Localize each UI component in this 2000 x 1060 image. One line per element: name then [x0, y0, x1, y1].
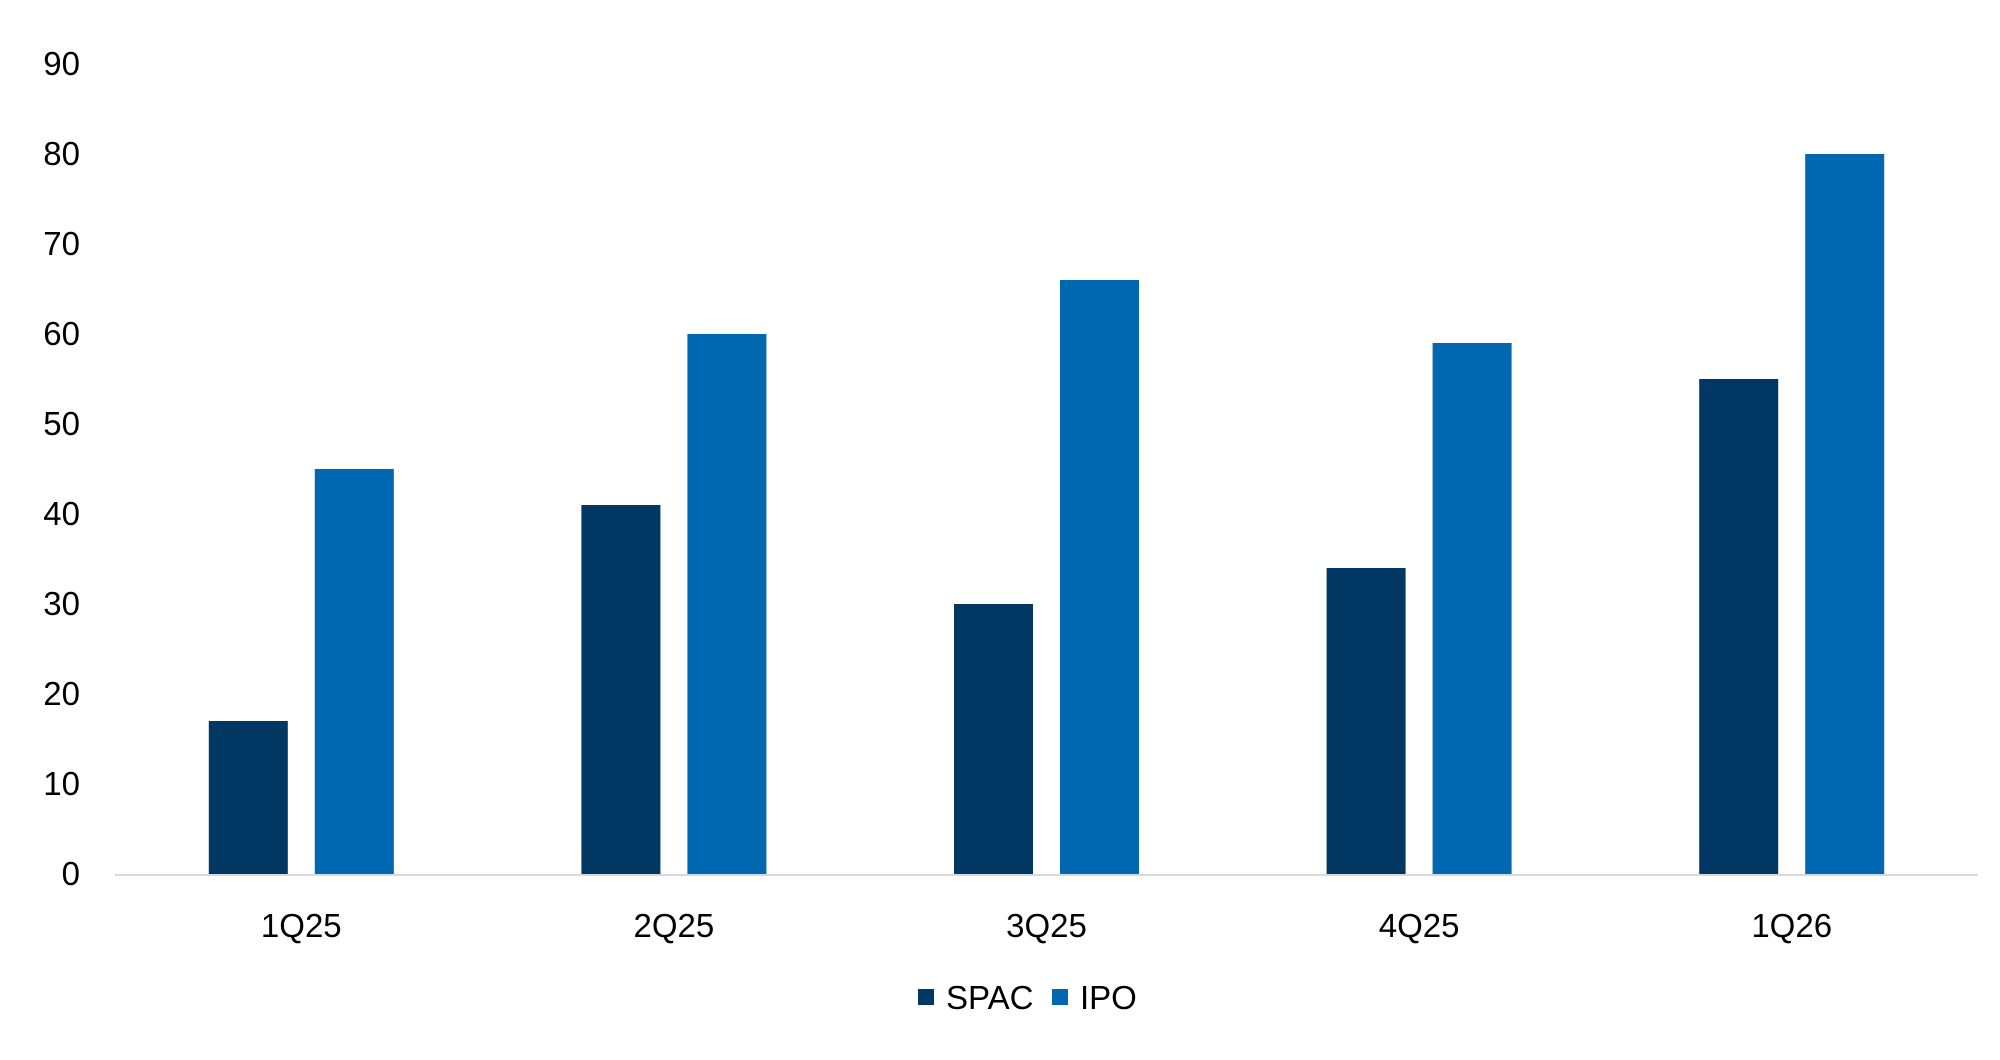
bar-ipo-4q25 [1432, 343, 1512, 874]
y-tick-label: 70 [43, 225, 80, 262]
bar-spac-3q25 [954, 604, 1033, 874]
bar-ipo-1q26 [1805, 154, 1885, 874]
y-tick-label: 0 [62, 855, 80, 892]
y-tick-label: 80 [43, 135, 80, 172]
y-tick-label: 20 [43, 675, 80, 712]
legend-label-ipo: IPO [1080, 979, 1137, 1016]
bar-spac-4q25 [1326, 568, 1406, 874]
legend-label-spac: SPAC [946, 979, 1033, 1016]
y-tick-label: 50 [43, 405, 80, 442]
bar-spac-1q26 [1699, 379, 1779, 874]
x-tick-label: 1Q26 [1751, 907, 1832, 944]
y-axis-tick-labels: 0 10 20 30 40 50 60 70 80 90 [43, 45, 80, 892]
legend-swatch-spac [918, 989, 934, 1005]
x-tick-label: 4Q25 [1379, 907, 1460, 944]
legend-swatch-ipo [1052, 989, 1068, 1005]
bar-ipo-3q25 [1060, 280, 1139, 874]
bar-ipo-2q25 [687, 334, 767, 874]
x-tick-label: 2Q25 [634, 907, 715, 944]
bar-spac-2q25 [581, 505, 661, 874]
bar-spac-1q25 [208, 721, 288, 874]
y-tick-label: 30 [43, 585, 80, 622]
y-tick-label: 40 [43, 495, 80, 532]
y-tick-label: 90 [43, 45, 80, 82]
x-tick-label: 3Q25 [1006, 907, 1087, 944]
y-tick-label: 10 [43, 765, 80, 802]
bar-series [208, 154, 1885, 874]
x-axis-tick-labels: 1Q25 2Q25 3Q25 4Q25 1Q26 [261, 907, 1832, 944]
x-tick-label: 1Q25 [261, 907, 342, 944]
y-tick-label: 60 [43, 315, 80, 352]
legend: SPAC IPO [918, 979, 1137, 1016]
bar-ipo-1q25 [314, 469, 394, 874]
